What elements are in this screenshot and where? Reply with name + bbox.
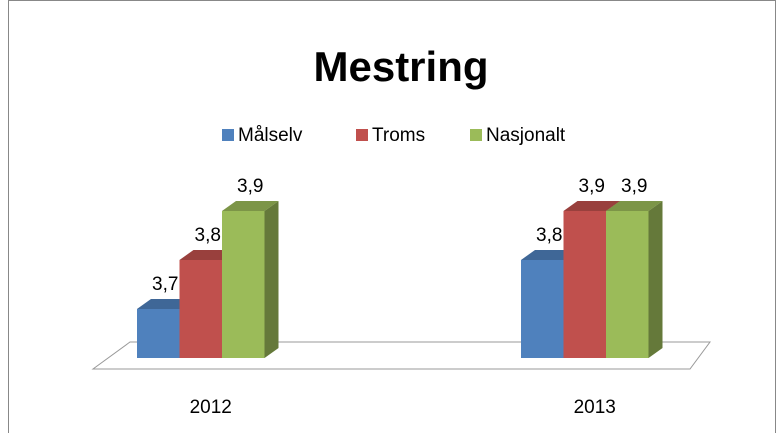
bar-side [264,201,279,358]
bar-side-shade [648,201,663,358]
legend-swatch [222,129,234,141]
bar-top-shade [521,250,578,260]
legend-label: Målselv [238,125,303,146]
bar-top-shade [222,201,279,211]
bar [179,260,222,358]
legend-label: Troms [372,125,425,146]
bar-top [606,201,663,211]
bar-top-shade [563,201,620,211]
bar-top-shade [137,299,194,309]
data-label: 3,9 [579,176,605,197]
bar-top-shade [606,201,663,211]
bar [222,211,265,358]
data-label: 3,8 [195,225,221,246]
x-tick-label: 2013 [574,397,616,418]
legend-swatch [470,129,482,141]
x-tick-label: 2012 [190,397,232,418]
chart-title: Mestring [313,43,488,90]
bar [606,211,649,358]
bar-side [648,201,663,358]
legend-label: Nasjonalt [486,125,566,146]
bar-top-shade [179,250,236,260]
bar [521,260,564,358]
bar [137,309,180,358]
bar-top [222,201,279,211]
bar [563,211,606,358]
bar-top [137,299,194,309]
bar-top [563,201,620,211]
data-label: 3,8 [536,225,562,246]
bar-top [521,250,578,260]
data-label: 3,9 [237,176,263,197]
bar-side-shade [264,201,279,358]
data-label: 3,9 [621,176,647,197]
legend-swatch [356,129,368,141]
data-label: 3,7 [152,274,178,295]
bar-top [179,250,236,260]
